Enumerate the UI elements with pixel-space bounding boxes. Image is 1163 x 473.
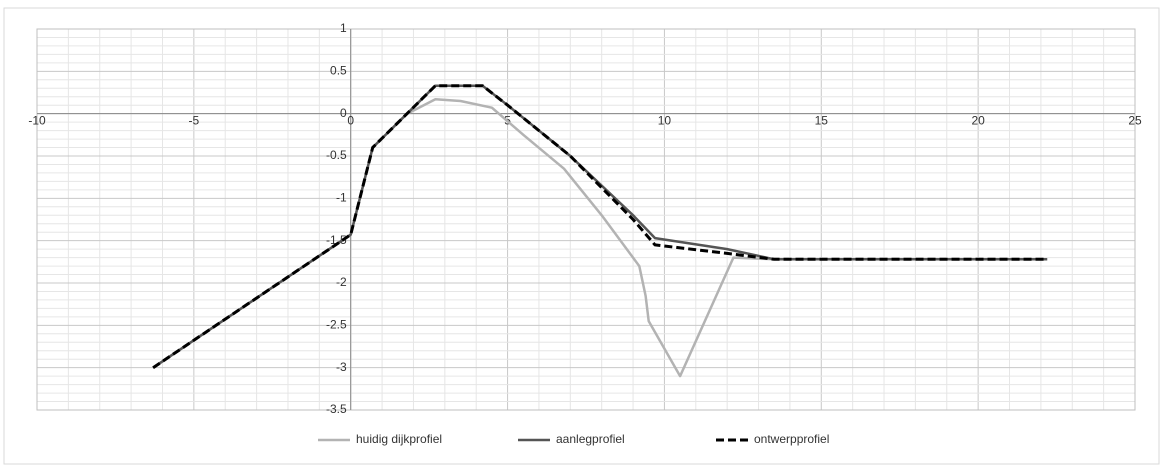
x-tick-label: 20 — [971, 113, 985, 127]
y-tick-label: -3.5 — [326, 402, 347, 416]
legend-label: huidig dijkprofiel — [356, 432, 442, 446]
x-tick-label: 10 — [658, 113, 672, 127]
series-group — [152, 84, 1048, 378]
axes: -10 -5 0 5 10 15 20 2510.50-0.5-1-1.5-2-2.5-3-3… — [28, 21, 1142, 416]
x-tick-label: 25 — [1128, 113, 1142, 127]
y-tick-label: 0.5 — [330, 64, 347, 78]
y-tick-label: 1 — [340, 21, 347, 35]
series-line-2 — [152, 84, 1048, 369]
chart-area-border — [3, 7, 1160, 465]
legend: huidig dijkprofiel aanlegprofiel ontwerppr… — [318, 432, 829, 446]
y-tick-label: 0 — [340, 106, 347, 120]
legend-label: aanlegprofiel — [556, 432, 625, 446]
x-tick-label: -5 — [189, 113, 200, 127]
x-tick-label: 15 — [815, 113, 829, 127]
plot-area-border — [36, 28, 1136, 411]
legend-label: ontwerpprofiel — [754, 432, 829, 446]
x-tick-label: 0 — [347, 113, 354, 127]
y-tick-label: -0.5 — [326, 148, 347, 162]
grid — [36, 28, 1136, 411]
y-tick-label: -2.5 — [326, 318, 347, 332]
y-tick-label: -1 — [336, 191, 347, 205]
y-tick-label: -3 — [336, 360, 347, 374]
y-tick-label: -2 — [336, 275, 347, 289]
x-tick-label: -10 — [28, 113, 46, 127]
y-tick-label: -1.5 — [326, 233, 347, 247]
